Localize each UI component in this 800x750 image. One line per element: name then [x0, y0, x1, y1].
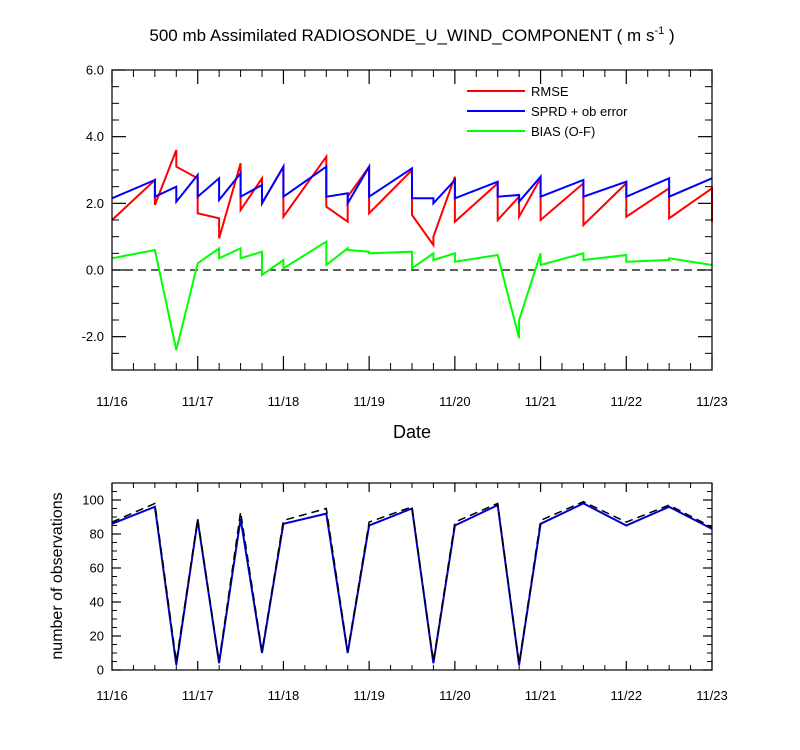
bottom-y-axis-label: number of observations: [49, 492, 66, 659]
bottom-series-possible-observations: [111, 500, 713, 664]
top-y-tick-label: 0.0: [86, 263, 104, 278]
bottom-panel: 11/16 11/17 11/18 11/19 11/20 11/21 11/22 11/23…: [49, 482, 728, 703]
bottom-x-tick-label: 11/23: [696, 688, 728, 703]
bottom-series-assimilated-observations: [111, 502, 713, 666]
top-x-tick-label: 11/18: [268, 394, 300, 409]
bottom-y-tick-label: 40: [90, 595, 104, 610]
bottom-ticks-layer: 11/16 11/17 11/18 11/19 11/20 11/21 11/22 11/23…: [82, 482, 728, 703]
top-panel: 11/16 11/17 11/18 11/19 11/20 11/21 11/22 11/23…: [82, 63, 728, 443]
bottom-x-tick-label: 11/20: [439, 688, 471, 703]
bottom-series-layer: [111, 500, 713, 666]
top-series-bias-o-f: [111, 239, 713, 351]
top-x-tick-label: 11/22: [610, 394, 642, 409]
top-series-layer: [111, 149, 713, 351]
bottom-y-tick-label: 20: [90, 629, 104, 644]
legend-rmse-label: RMSE: [531, 84, 569, 99]
top-y-tick-label: -2.0: [82, 329, 104, 344]
bottom-y-tick-label: 100: [82, 493, 104, 508]
top-y-tick-label: 2.0: [86, 196, 104, 211]
bottom-y-tick-label: 0: [97, 663, 104, 678]
bottom-x-tick-label: 11/21: [525, 688, 557, 703]
bottom-plot-frame: [111, 482, 713, 671]
title-superscript: -1: [654, 25, 664, 37]
top-x-tick-label: 11/16: [96, 394, 128, 409]
bottom-x-tick-label: 11/22: [610, 688, 642, 703]
legend-bias-label: BIAS (O-F): [531, 124, 595, 139]
top-x-tick-label: 11/23: [696, 394, 728, 409]
bottom-x-tick-label: 11/19: [353, 688, 385, 703]
bottom-y-tick-label: 80: [90, 527, 104, 542]
top-x-tick-label: 11/17: [182, 394, 214, 409]
legend-sprd-label: SPRD + ob error: [531, 104, 628, 119]
top-plot-frame: [111, 69, 713, 371]
top-series-sprd-ob-error: [111, 163, 713, 207]
top-y-tick-label: 6.0: [86, 63, 104, 78]
top-x-tick-label: 11/19: [353, 394, 385, 409]
top-x-tick-label: 11/20: [439, 394, 471, 409]
top-ticks-layer: 11/16 11/17 11/18 11/19 11/20 11/21 11/22 11/23…: [82, 63, 728, 410]
bottom-y-tick-label: 60: [90, 561, 104, 576]
title-main: 500 mb Assimilated RADIOSONDE_U_WIND_COM…: [149, 26, 654, 45]
legend: RMSE SPRD + ob error BIAS (O-F): [467, 84, 628, 139]
top-x-tick-label: 11/21: [525, 394, 557, 409]
chart-title: 500 mb Assimilated RADIOSONDE_U_WIND_COM…: [149, 25, 674, 45]
top-x-axis-label: Date: [393, 422, 431, 442]
bottom-x-tick-label: 11/17: [182, 688, 214, 703]
bottom-x-tick-label: 11/18: [268, 688, 300, 703]
bottom-x-tick-label: 11/16: [96, 688, 128, 703]
top-y-tick-label: 4.0: [86, 129, 104, 144]
title-suffix: ): [664, 26, 674, 45]
